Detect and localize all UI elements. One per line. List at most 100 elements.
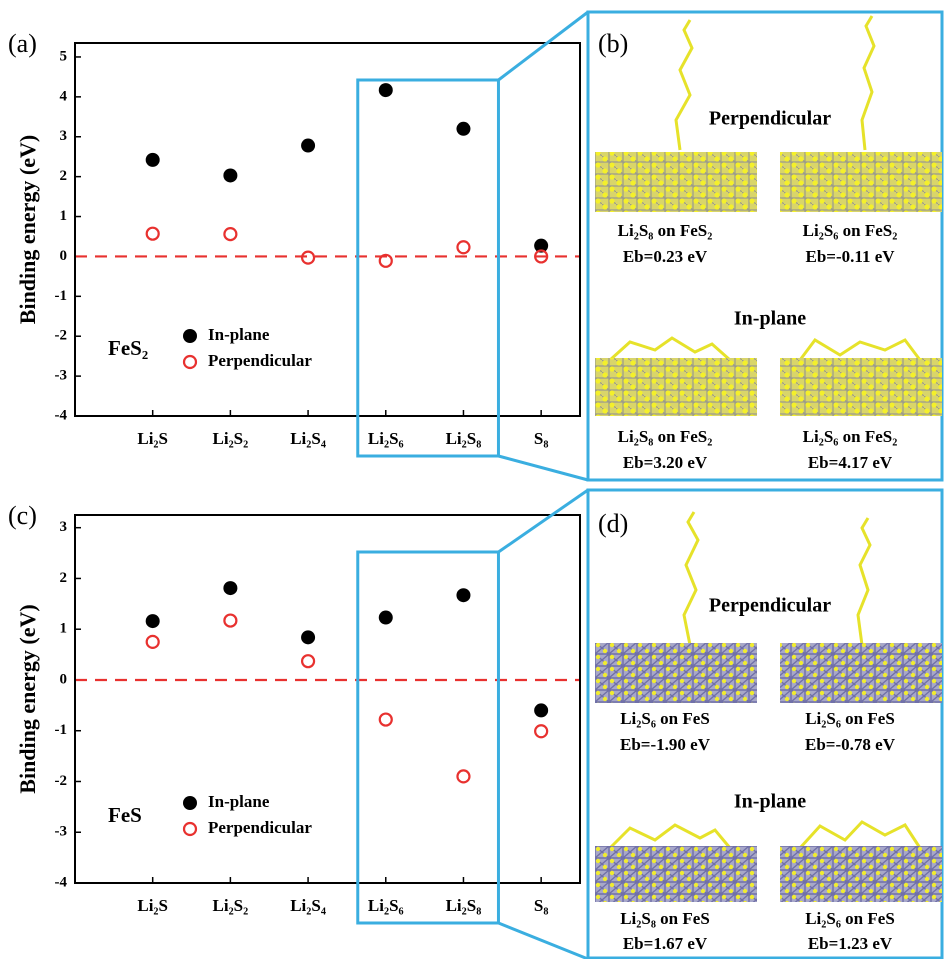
legend-marker [184,356,196,368]
slab [595,358,757,416]
legend-label: In-plane [208,792,270,811]
slab [595,643,757,703]
caption: Li₂S₆ on FeS₂ [803,427,898,446]
molecule [862,16,874,150]
energy: Eb=0.23 eV [623,247,708,266]
point [457,770,469,782]
point [223,168,237,182]
point [146,153,160,167]
y-tick-label: 0 [60,248,68,264]
molecule [684,512,698,645]
point [456,588,470,602]
slab [780,643,942,703]
x-tick-label: Li₂S₈ [446,896,482,915]
point [301,139,315,153]
molecule [610,825,730,848]
panel-label: (d) [598,509,628,538]
legend-marker [183,796,197,810]
x-tick-label: Li₂S₈ [446,429,482,448]
x-tick-label: S₈ [534,896,549,915]
x-tick-label: Li₂S₆ [368,429,404,448]
molecule [610,338,730,360]
y-tick-label: -3 [55,368,68,384]
y-tick-label: -2 [55,773,68,789]
point [456,122,470,136]
x-tick-label: Li₂S₂ [213,896,249,915]
molecule [800,340,920,360]
caption: Li₂S₆ on FeS [805,909,895,928]
panel-label: (a) [8,29,37,58]
caption: Li₂S₆ on FeS₂ [803,221,898,240]
slab [595,846,757,902]
legend-label: In-plane [208,325,270,344]
plot-frame [75,43,580,416]
energy: Eb=1.23 eV [808,934,893,953]
y-tick-label: -2 [55,328,68,344]
point [457,241,469,253]
x-tick-label: Li₂S [137,429,168,448]
point [379,611,393,625]
y-tick-label: 0 [60,671,68,687]
connector [498,456,588,480]
caption: Li₂S₆ on FeS [805,709,895,728]
slab [780,358,942,416]
point [534,703,548,717]
y-tick-label: -4 [55,874,68,890]
figure: (b) Perpendicular Li₂S₈ on FeS₂ Eb=0.23 … [0,0,944,959]
energy: Eb=3.20 eV [623,453,708,472]
molecule [858,518,870,645]
point [301,630,315,644]
y-tick-label: 4 [60,88,68,104]
point [146,614,160,628]
y-axis-label: Binding energy (eV) [15,135,40,324]
x-tick-label: Li₂S₆ [368,896,404,915]
point [535,725,547,737]
x-tick-label: S₈ [534,429,549,448]
legend-label: Perpendicular [208,818,312,837]
y-axis-label: Binding energy (eV) [15,604,40,793]
caption: Li₂S₈ on FeS₂ [618,221,713,240]
y-tick-label: 3 [60,128,68,144]
y-tick-label: -1 [55,288,68,304]
annotation: FeS [108,803,142,827]
highlight-box [358,80,499,456]
point [147,228,159,240]
connector [498,490,588,552]
y-tick-label: 1 [60,208,68,224]
panel-label: (b) [598,29,628,58]
legend-marker [183,329,197,343]
y-tick-label: 3 [60,519,68,535]
panel-label: (c) [8,501,37,530]
x-tick-label: Li₂S₄ [290,896,326,915]
slab [780,846,942,902]
caption: Li₂S₈ on FeS [620,909,710,928]
x-tick-label: Li₂S [137,896,168,915]
panel-title: Perpendicular [709,108,831,130]
connector [498,923,588,959]
y-tick-label: 2 [60,570,68,586]
molecule [676,20,692,150]
panel-title: In-plane [734,791,806,813]
energy: Eb=-1.90 eV [620,735,711,754]
y-tick-label: -1 [55,722,68,738]
x-tick-label: Li₂S₄ [290,429,326,448]
caption: Li₂S₈ on FeS₂ [618,427,713,446]
point [379,83,393,97]
point [147,636,159,648]
point [224,615,236,627]
annotation: FeS₂ [108,336,148,360]
caption: Li₂S₆ on FeS [620,709,710,728]
energy: Eb=-0.11 eV [805,247,895,266]
y-tick-label: 2 [60,168,68,184]
point [380,714,392,726]
point [302,655,314,667]
structure-panel: (d) Perpendicular Li₂S₆ on FeS Eb=-1.90 … [588,490,942,958]
connector [498,12,588,80]
y-tick-label: 1 [60,621,68,637]
x-tick-label: Li₂S₂ [213,429,249,448]
point [223,581,237,595]
slab [780,152,942,212]
energy: Eb=4.17 eV [808,453,893,472]
highlight-box [358,552,499,923]
panel-title: Perpendicular [709,595,831,617]
